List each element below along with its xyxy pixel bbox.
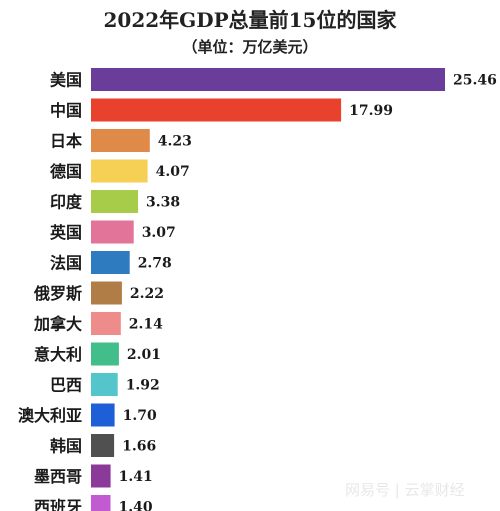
value-label: 3.07 — [142, 225, 176, 241]
value-label: 2.22 — [130, 286, 164, 302]
category-label: 法国 — [50, 254, 82, 273]
bar — [91, 403, 115, 427]
bar — [91, 159, 148, 183]
value-label: 3.38 — [146, 195, 180, 211]
bar — [91, 464, 111, 488]
category-label: 意大利 — [34, 345, 82, 364]
category-label: 西班牙 — [34, 498, 82, 511]
bar — [91, 98, 342, 122]
value-label: 1.70 — [123, 408, 157, 424]
value-label: 4.07 — [156, 164, 190, 180]
value-label: 2.14 — [129, 317, 163, 333]
value-label: 1.66 — [122, 439, 156, 455]
bar — [91, 373, 118, 396]
bar — [91, 434, 115, 457]
bar — [91, 312, 121, 335]
value-label: 2.01 — [127, 347, 161, 363]
watermark: 网易号 | 云掌财经 — [345, 481, 465, 499]
bar — [91, 129, 150, 152]
bar — [91, 495, 111, 511]
bar — [91, 190, 138, 213]
value-label: 2.78 — [138, 256, 172, 272]
category-label: 巴西 — [50, 376, 82, 395]
category-label: 印度 — [50, 193, 83, 212]
bar — [91, 68, 445, 91]
category-label: 日本 — [50, 132, 82, 151]
category-label: 澳大利亚 — [18, 406, 82, 425]
value-label: 25.46 — [453, 73, 497, 89]
category-label: 加拿大 — [33, 315, 82, 334]
category-label: 中国 — [50, 101, 82, 120]
bar — [91, 220, 134, 244]
bar — [91, 281, 122, 305]
category-label: 韩国 — [50, 437, 82, 456]
bar — [91, 342, 119, 366]
value-label: 1.41 — [119, 469, 153, 485]
category-label: 英国 — [49, 223, 82, 242]
category-label: 美国 — [50, 71, 82, 90]
bar — [91, 251, 130, 274]
category-label: 俄罗斯 — [33, 284, 82, 303]
value-label: 1.92 — [126, 378, 160, 394]
category-label: 墨西哥 — [34, 467, 82, 486]
chart-title: 2022年GDP总量前15位的国家 — [104, 8, 398, 32]
chart-subtitle: （单位：万亿美元） — [182, 38, 317, 56]
value-label: 4.23 — [158, 134, 192, 150]
value-label: 17.99 — [349, 103, 393, 119]
category-label: 德国 — [50, 162, 82, 181]
value-label: 1.40 — [119, 500, 153, 511]
bar-group: 美国 25.46 中国 17.99 日本 4.23 德国 4.07 印度 3.38 英国 3.07 法国… — [18, 68, 497, 511]
